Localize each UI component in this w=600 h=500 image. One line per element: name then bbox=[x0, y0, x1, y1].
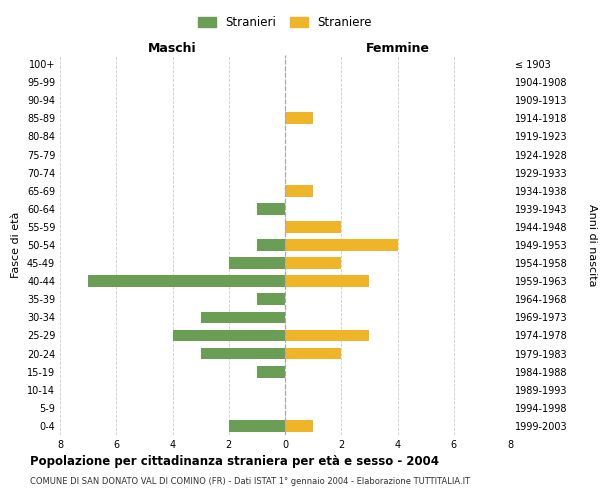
Bar bbox=[200, 312, 285, 324]
Y-axis label: Anni di nascita: Anni di nascita bbox=[587, 204, 597, 286]
Text: Popolazione per cittadinanza straniera per età e sesso - 2004: Popolazione per cittadinanza straniera p… bbox=[30, 455, 439, 468]
Bar bbox=[257, 366, 285, 378]
Bar bbox=[285, 185, 313, 196]
Text: Femmine: Femmine bbox=[365, 42, 430, 55]
Bar bbox=[285, 257, 341, 269]
Text: Maschi: Maschi bbox=[148, 42, 197, 55]
Text: COMUNE DI SAN DONATO VAL DI COMINO (FR) - Dati ISTAT 1° gennaio 2004 - Elaborazi: COMUNE DI SAN DONATO VAL DI COMINO (FR) … bbox=[30, 478, 470, 486]
Bar bbox=[285, 276, 370, 287]
Bar bbox=[285, 420, 313, 432]
Bar bbox=[285, 221, 341, 233]
Bar bbox=[200, 348, 285, 360]
Bar bbox=[257, 203, 285, 214]
Bar bbox=[285, 330, 370, 342]
Bar bbox=[285, 348, 341, 360]
Legend: Stranieri, Straniere: Stranieri, Straniere bbox=[193, 12, 377, 34]
Y-axis label: Fasce di età: Fasce di età bbox=[11, 212, 21, 278]
Bar bbox=[88, 276, 285, 287]
Bar bbox=[257, 239, 285, 251]
Bar bbox=[285, 112, 313, 124]
Bar bbox=[229, 257, 285, 269]
Bar bbox=[229, 420, 285, 432]
Bar bbox=[285, 239, 398, 251]
Bar bbox=[257, 294, 285, 305]
Bar bbox=[173, 330, 285, 342]
